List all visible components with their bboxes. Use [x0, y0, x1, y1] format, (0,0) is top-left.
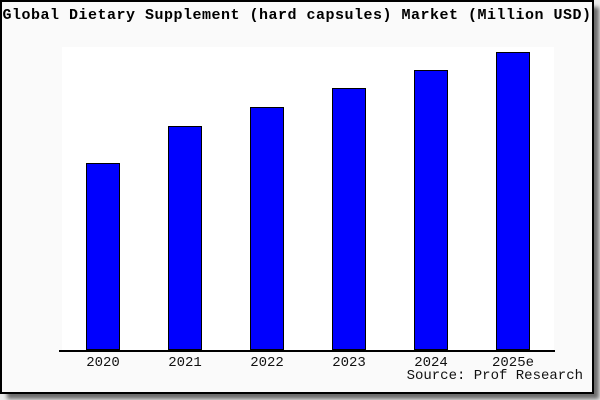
x-tick-label-2020: 2020 — [86, 355, 120, 371]
bar-slot-2022 — [226, 47, 308, 350]
bars-layer — [62, 47, 554, 350]
bar-slot-2020 — [62, 47, 144, 350]
bar-2023 — [332, 88, 366, 350]
bar-slot-2023 — [308, 47, 390, 350]
bar-slot-2025e — [472, 47, 554, 350]
x-tick-label-2022: 2022 — [250, 355, 284, 371]
bar-2025e — [496, 52, 530, 350]
chart-title: Global Dietary Supplement (hard capsules… — [2, 7, 592, 24]
x-tick-label-2023: 2023 — [332, 355, 366, 371]
chart-card: Global Dietary Supplement (hard capsules… — [0, 0, 594, 394]
x-axis-tick-row: 2020 2021 2022 2023 2024 2025e — [62, 355, 554, 371]
x-tick-label-2025e: 2025e — [491, 355, 534, 371]
bar-slot-2021 — [144, 47, 226, 350]
bar-2022 — [250, 107, 284, 350]
bar-2020 — [86, 163, 120, 350]
bar-slot-2024 — [390, 47, 472, 350]
x-tick-label-2021: 2021 — [168, 355, 202, 371]
source-credit: Source: Prof Research — [406, 368, 583, 384]
bar-2021 — [168, 126, 202, 350]
plot-area — [62, 47, 554, 350]
x-tick-label-2024: 2024 — [414, 355, 448, 371]
x-axis-line — [59, 350, 555, 352]
bar-2024 — [414, 70, 448, 350]
